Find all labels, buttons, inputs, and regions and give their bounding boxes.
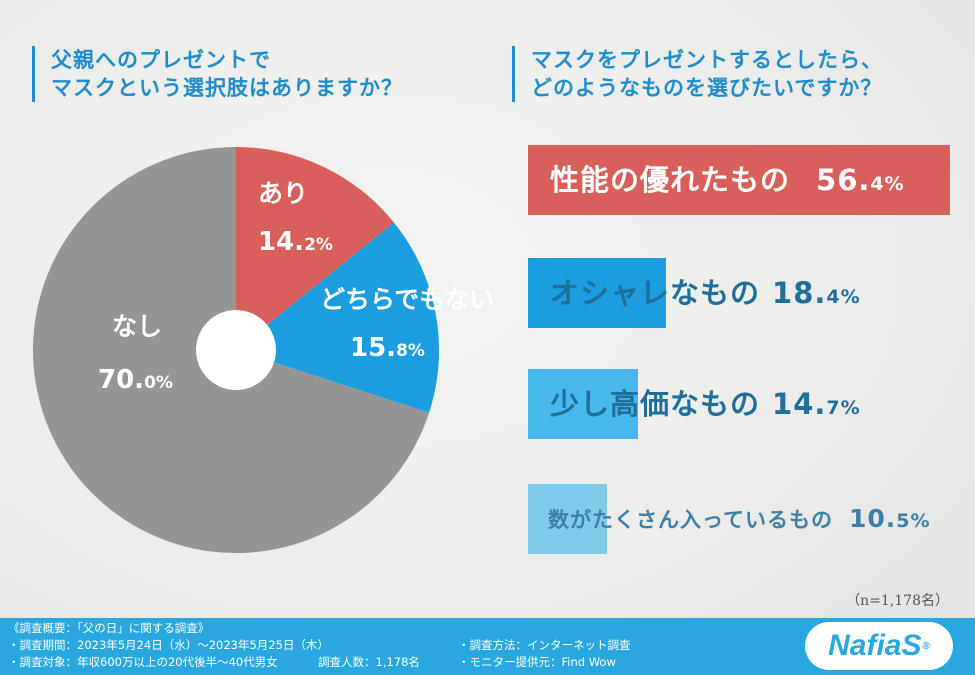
logo-registered-mark: ® <box>922 640 930 652</box>
bar-value-label: 10. <box>848 504 897 533</box>
bar-1-label: 性能の優れたもの 56.4% <box>550 145 905 215</box>
pie-question-title: 父親へのプレゼントで マスクという選択肢はありますか？ <box>32 46 403 102</box>
pie-center-hole <box>196 310 276 390</box>
bar-4-label: 数がたくさん入っているもの 10.5% <box>548 484 931 554</box>
bar-1 <box>528 145 950 215</box>
bar-value-label: 14. <box>772 387 827 421</box>
bar-2 <box>528 258 666 328</box>
nafias-logo: NafiaS ® <box>805 622 953 670</box>
footer-target: ・調査対象：年収600万以上の20代後半〜40代男女 <box>8 655 278 669</box>
bar-category-label: オシャレなもの <box>550 276 761 310</box>
bar-value-decimal: 5% <box>896 510 931 532</box>
bar-question-title: マスクをプレゼントするとしたら、 どのようなものを選びたいですか？ <box>512 46 883 102</box>
pie-slice-ari <box>236 147 395 350</box>
bar-2-label: オシャレなもの 18.4% <box>550 258 861 328</box>
bar-category-label: 少し高価なもの <box>550 387 761 421</box>
footer-count: 調査人数：1,178名 <box>318 655 420 669</box>
pie-slice-nashi-percent: 70.0% <box>98 365 173 395</box>
pie-slice-dochiradenai <box>236 222 439 413</box>
logo-text: NafiaS <box>828 629 922 662</box>
bar-3 <box>528 369 638 439</box>
bar-category-label: 性能の優れたもの <box>550 163 791 197</box>
pie-question-line2: マスクという選択肢はありますか？ <box>51 76 403 100</box>
bar-4 <box>528 484 607 554</box>
bar-value-decimal: 4% <box>870 173 905 195</box>
pie-question-line1: 父親へのプレゼントで <box>51 48 271 72</box>
bar-question-line1: マスクをプレゼントするとしたら、 <box>531 48 883 72</box>
pie-chart: あり 14.2% どちらでもない 15.8% なし 70.0% <box>33 147 494 553</box>
bar-value-label: 56. <box>816 163 871 197</box>
pie-slice-dochiradenai-percent: 15.8% <box>350 333 425 363</box>
bar-3-label: 少し高価なもの 14.7% <box>550 369 861 439</box>
footer-method: ・調査方法：インターネット調査 <box>458 638 631 652</box>
pie-slice-ari-label: あり <box>258 179 308 208</box>
bar-category-label: 数がたくさん入っているもの <box>548 508 833 532</box>
footer-overview: 《調査概要：「父の日」に関する調査》 <box>8 621 210 635</box>
footer-provider: ・モニター提供元：Find Wow <box>458 655 616 669</box>
bar-value-label: 18. <box>772 276 827 310</box>
pie-slice-ari-percent: 14.2% <box>258 227 333 257</box>
sample-size: （n=1,178名） <box>846 593 949 609</box>
footer-period: ・調査期間：2023年5月24日（水）〜2023年5月25日（木） <box>8 638 329 652</box>
bar-value-decimal: 4% <box>826 286 861 308</box>
bar-value-decimal: 7% <box>826 397 861 419</box>
pie-slice-dochiradenai-label: どちらでもない <box>320 285 494 314</box>
pie-slice-nashi-label: なし <box>112 312 162 341</box>
bar-question-line2: どのようなものを選びたいですか？ <box>531 76 883 100</box>
